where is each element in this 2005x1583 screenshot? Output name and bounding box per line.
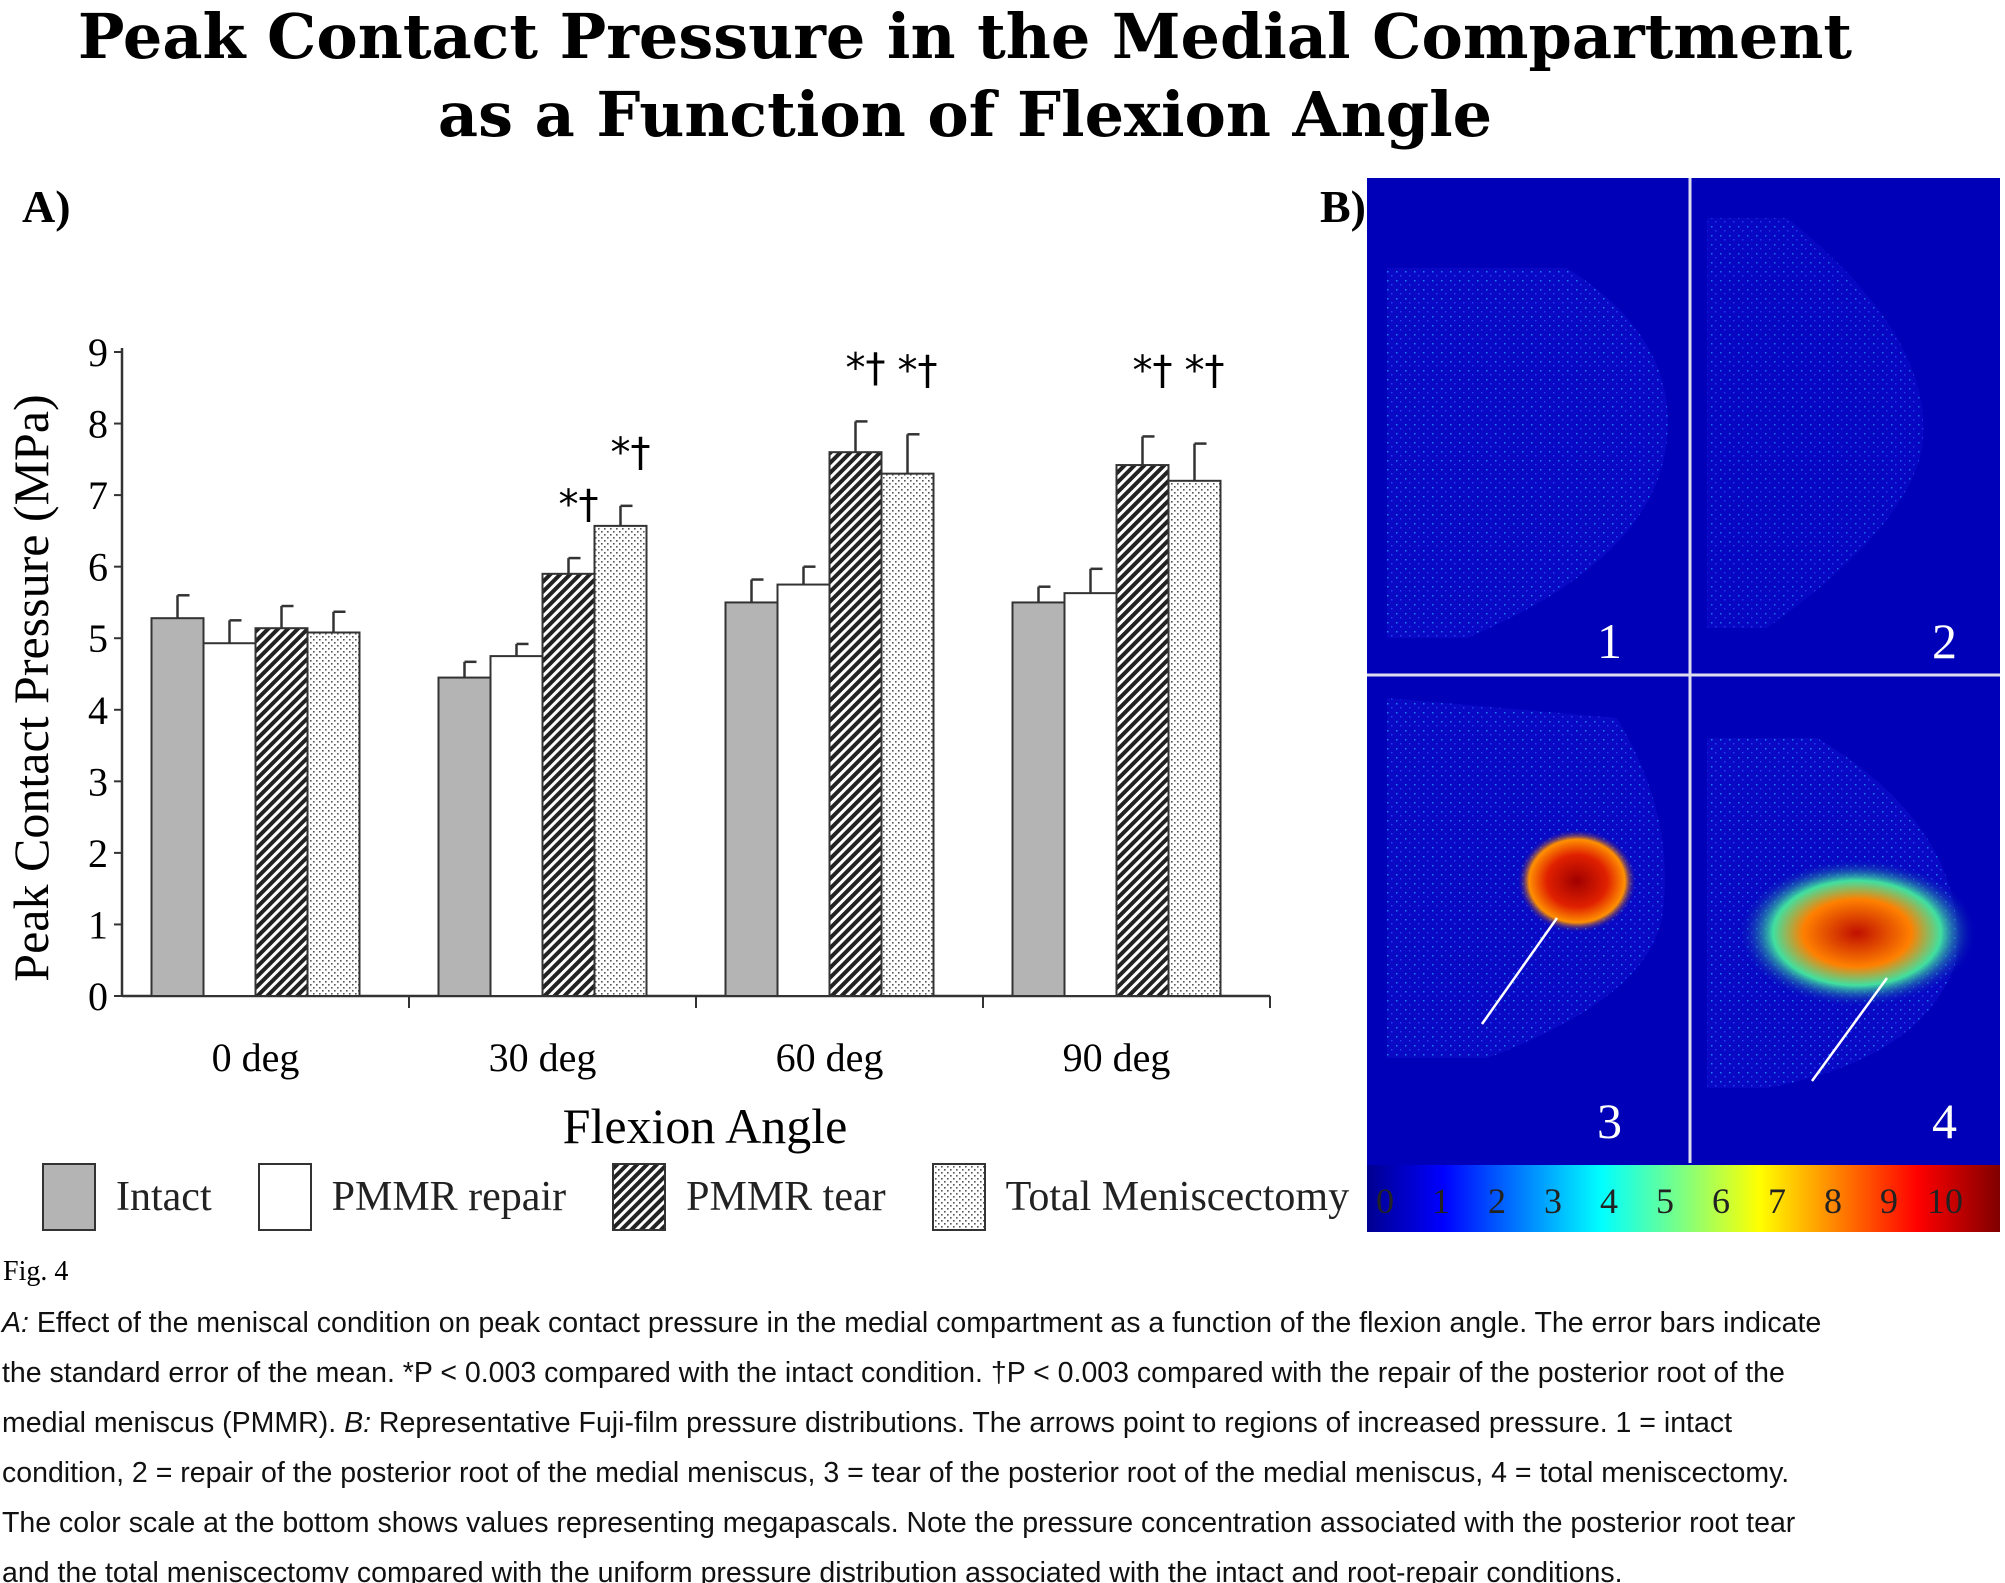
- bar-pmmr-tear: [541, 572, 596, 997]
- legend-swatch-total-meniscectomy: [931, 1163, 986, 1231]
- arrow-3: [1480, 917, 1559, 1025]
- figure-caption: A: Effect of the meniscal condition on p…: [2, 1298, 2005, 1583]
- pressure-map-images: 1 2 3 4 0 1 2 3 4 5 6 7 8 9 10: [1367, 178, 2000, 1232]
- y-tick-label: 9: [88, 330, 108, 375]
- map-4-hotspot: [1737, 858, 1977, 1008]
- color-scale-label: 7: [1768, 1181, 1786, 1221]
- caption-panel-b-marker: B:: [344, 1407, 371, 1439]
- chart-title-line-1: Peak Contact Pressure in the Medial Comp…: [77, 0, 1853, 73]
- legend-label: PMMR tear: [686, 1174, 886, 1220]
- legend-swatch-pmmr-tear: [612, 1163, 667, 1231]
- caption-text: and the total meniscectomy compared with…: [2, 1557, 1623, 1583]
- caption-line: The color scale at the bottom shows valu…: [2, 1498, 2005, 1548]
- caption-text: Effect of the meniscal condition on peak…: [28, 1307, 1822, 1339]
- bar-intact: [1011, 601, 1066, 997]
- bar-intact: [724, 601, 779, 997]
- map-2-tibia: [1707, 218, 1924, 628]
- bar-pmmr-tear: [1115, 464, 1170, 997]
- bar-total-meniscectomy: [593, 524, 648, 997]
- map-label-1: 1: [1597, 613, 1622, 669]
- caption-text: The color scale at the bottom shows valu…: [2, 1507, 1796, 1539]
- color-scale-label: 10: [1927, 1181, 1963, 1221]
- significance-marker: *†: [559, 482, 599, 528]
- bar-pmmr-tear: [254, 627, 309, 997]
- color-scale-label: 0: [1376, 1181, 1394, 1221]
- caption-text: Representative Fuji-film pressure distri…: [371, 1407, 1732, 1439]
- y-tick-label: 3: [88, 759, 108, 804]
- caption-text: condition, 2 = repair of the posterior r…: [2, 1457, 1790, 1489]
- map-label-4: 4: [1932, 1093, 1957, 1149]
- legend-swatch-intact: [42, 1163, 96, 1231]
- color-scale-label: 9: [1880, 1181, 1898, 1221]
- caption-line: condition, 2 = repair of the posterior r…: [2, 1448, 2005, 1498]
- map-label-2: 2: [1932, 613, 1957, 669]
- bar-intact: [437, 676, 492, 997]
- bar-intact: [150, 617, 205, 997]
- y-tick-label: 1: [88, 902, 108, 947]
- significance-marker: *†: [846, 345, 886, 391]
- bar-total-meniscectomy: [306, 631, 361, 997]
- y-tick-label: 0: [88, 974, 108, 1019]
- legend-label: PMMR repair: [331, 1174, 567, 1220]
- legend-label: Total Meniscectomy: [1005, 1174, 1350, 1220]
- color-scale-bar: [1367, 1165, 2000, 1232]
- bar-pmmr-repair: [776, 583, 831, 997]
- map-1-tibia: [1387, 268, 1668, 638]
- significance-marker: *†: [898, 348, 938, 394]
- significance-marker: *†: [611, 430, 651, 476]
- y-tick-label: 6: [88, 545, 108, 590]
- figure-label: Fig. 4: [3, 1256, 69, 1287]
- color-scale-label: 3: [1544, 1181, 1562, 1221]
- arrow-4: [1810, 977, 1889, 1082]
- y-tick-label: 8: [88, 402, 108, 447]
- x-tick-label: 0 deg: [212, 1035, 300, 1080]
- legend-label: Intact: [116, 1174, 212, 1220]
- color-scale-label: 8: [1824, 1181, 1842, 1221]
- legend: Intact PMMR repair PMMR tear Total Menis…: [42, 1163, 1395, 1231]
- bar-total-meniscectomy: [880, 472, 935, 997]
- y-tick-label: 7: [88, 473, 108, 518]
- x-tick-label: 60 deg: [776, 1035, 884, 1080]
- caption-line: and the total meniscectomy compared with…: [2, 1548, 2005, 1583]
- caption-text: the standard error of the mean. *P < 0.0…: [2, 1357, 1785, 1389]
- x-axis-label: Flexion Angle: [563, 1098, 848, 1154]
- y-axis-label: Peak Contact Pressure (MPa): [3, 394, 59, 981]
- caption-line: A: Effect of the meniscal condition on p…: [2, 1298, 2005, 1348]
- color-scale-label: 6: [1712, 1181, 1730, 1221]
- color-scale-label: 1: [1432, 1181, 1450, 1221]
- bar-pmmr-tear: [828, 451, 883, 997]
- significance-marker: *†: [1185, 348, 1225, 394]
- panel-a-label: A): [22, 181, 71, 232]
- caption-line: the standard error of the mean. *P < 0.0…: [2, 1348, 2005, 1398]
- significance-marker: *†: [1133, 348, 1173, 394]
- x-tick-label: 30 deg: [489, 1035, 597, 1080]
- map-3-hotspot: [1517, 829, 1637, 933]
- caption-line: medial meniscus (PMMR). B: Representativ…: [2, 1398, 2005, 1448]
- y-tick-label: 4: [88, 688, 108, 733]
- bar-pmmr-repair: [1063, 592, 1118, 997]
- chart-title-line-2: as a Function of Flexion Angle: [437, 78, 1493, 151]
- caption-panel-a-marker: A:: [2, 1307, 29, 1339]
- x-tick-label: 90 deg: [1063, 1035, 1171, 1080]
- color-scale-label: 5: [1656, 1181, 1674, 1221]
- bar-total-meniscectomy: [1167, 479, 1222, 998]
- map-label-3: 3: [1597, 1093, 1622, 1149]
- legend-swatch-pmmr-repair: [257, 1163, 312, 1231]
- y-tick-label: 2: [88, 831, 108, 876]
- caption-text: medial meniscus (PMMR).: [2, 1407, 345, 1439]
- bar-pmmr-repair: [489, 655, 544, 997]
- bar-pmmr-repair: [202, 642, 257, 997]
- color-scale-label: 4: [1600, 1181, 1618, 1221]
- color-scale-label: 2: [1488, 1181, 1506, 1221]
- pressure-maps: 1 2 3 4 0 1 2 3 4 5 6 7 8 9 10: [1367, 178, 2000, 1232]
- y-tick-label: 5: [88, 616, 108, 661]
- panel-b-label: B): [1320, 181, 1366, 232]
